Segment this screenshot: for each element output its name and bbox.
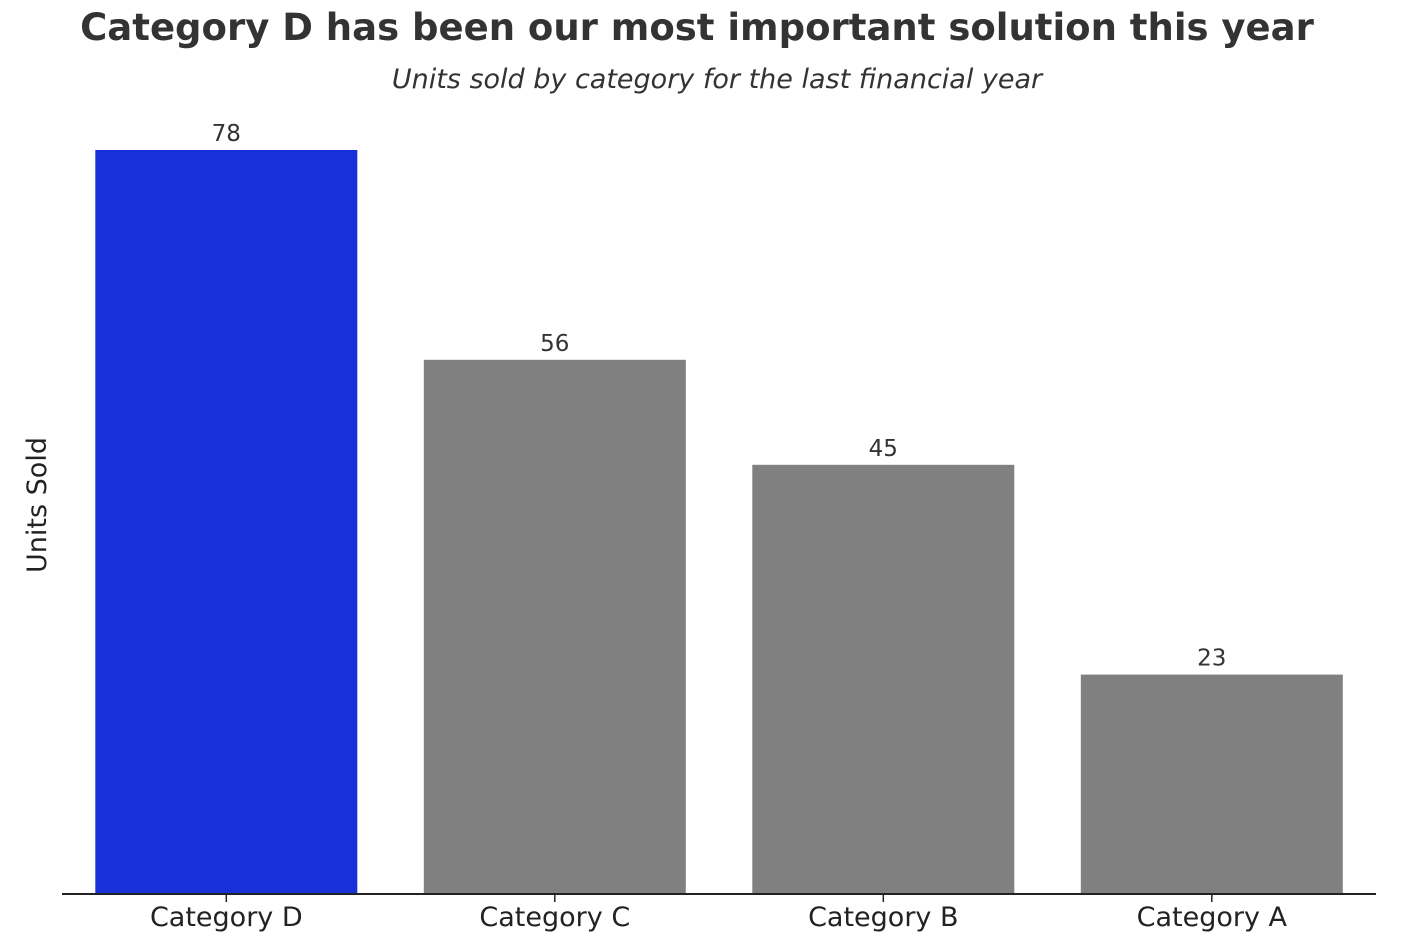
bar-category-d: [95, 150, 358, 894]
bar-value-label-category-a: 23: [1197, 646, 1226, 672]
x-axis-ticks: Category D Category C Category B Category A: [150, 894, 1288, 933]
bar-category-c: [423, 359, 686, 894]
x-tick-label-category-d: Category D: [150, 902, 303, 933]
x-tick-label-category-b: Category B: [808, 902, 958, 933]
bars-layer: [95, 150, 1343, 894]
value-labels-layer: 78 56 45 23: [212, 121, 1227, 672]
bar-category-a: [1080, 674, 1343, 894]
bar-value-label-category-c: 56: [540, 331, 569, 357]
bar-value-label-category-b: 45: [869, 436, 898, 462]
chart-title: Category D has been our most important s…: [80, 6, 1314, 49]
chart-subtitle: Units sold by category for the last fina…: [391, 64, 1043, 95]
y-axis-title: Units Sold: [22, 437, 53, 573]
bar-category-b: [752, 464, 1015, 894]
x-tick-label-category-c: Category C: [479, 902, 630, 933]
x-tick-label-category-a: Category A: [1137, 902, 1288, 933]
bar-value-label-category-d: 78: [212, 121, 241, 147]
